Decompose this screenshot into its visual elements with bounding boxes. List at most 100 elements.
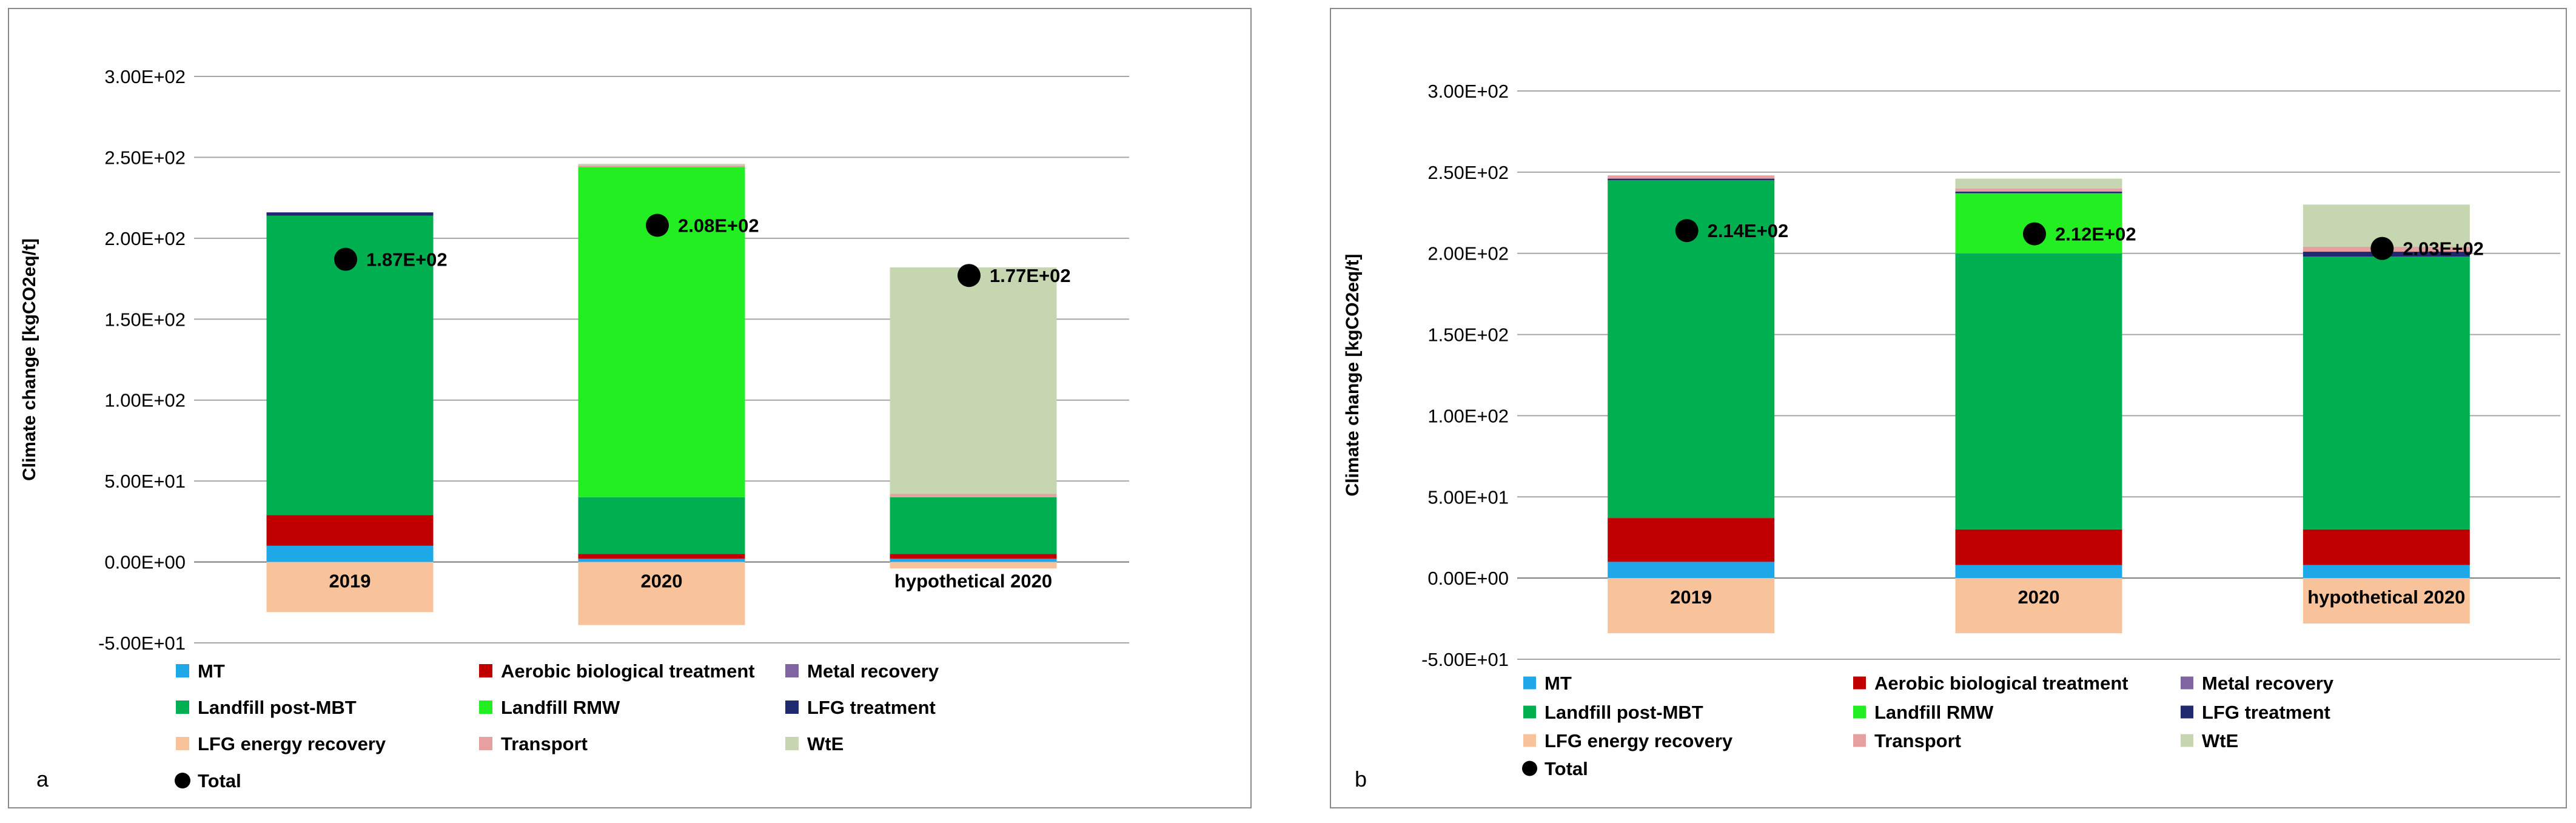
total-label: 2.03E+02 [2403, 238, 2484, 260]
bar-segment-lfg-energy-recovery [578, 562, 745, 625]
y-tick-label: 3.00E+02 [1427, 81, 1509, 102]
legend-swatch-landfill-post-mbt [176, 700, 189, 714]
y-tick-label: 1.00E+02 [104, 390, 186, 411]
legend-label: Landfill RMW [501, 697, 620, 718]
legend-swatch-landfill-post-mbt [1523, 705, 1536, 719]
y-tick-label: 2.00E+02 [1427, 243, 1509, 264]
legend-marker-total [1522, 761, 1537, 776]
total-marker [958, 264, 981, 287]
total-marker [2370, 237, 2394, 260]
legend-label: Aerobic biological treatment [1874, 673, 2128, 694]
bar-segment-mt [890, 559, 1057, 562]
legend-label: LFG treatment [2202, 702, 2330, 723]
legend-swatch-lfg-energy-recovery [176, 737, 189, 750]
bar-segment-wte [890, 267, 1057, 494]
legend-label: Total [198, 770, 241, 791]
y-tick-label: -5.00E+01 [98, 633, 186, 654]
bar-segment-lfg-treatment [1608, 178, 1775, 181]
legend-label: MT [198, 660, 225, 682]
bar-segment-lfg-energy-recovery [1955, 578, 2122, 634]
legend-label: LFG energy recovery [198, 733, 386, 754]
bar-segment-transport [1955, 188, 2122, 192]
bar-segment-landfill-post-mbt [890, 497, 1057, 554]
chart-panel-a: 3.00E+02 2.50E+02 2.00E+02 1.50E+02 1.00E+02… [8, 8, 1252, 808]
category-label: hypothetical 2020 [894, 571, 1052, 592]
bar-segment-aerobic-biological-treatment [1608, 518, 1775, 562]
legend-swatch-mt [176, 664, 189, 677]
legend-label: WtE [2202, 730, 2238, 751]
bar-segment-wte [578, 164, 745, 166]
y-tick-label: 3.00E+02 [104, 66, 186, 87]
bar-segment-aerobic-biological-treatment [266, 515, 434, 546]
category-label: 2020 [2018, 586, 2060, 608]
legend-swatch-landfill-rmw [1853, 705, 1866, 719]
bar-segment-lfg-energy-recovery [2303, 578, 2470, 624]
legend-swatch-metal-recovery [785, 664, 799, 677]
total-label: 2.12E+02 [2055, 224, 2136, 245]
bar-segment-landfill-post-mbt [2303, 257, 2470, 529]
y-tick-label: -5.00E+01 [1421, 649, 1509, 670]
panel-label: a [36, 767, 49, 791]
legend-label: Metal recovery [807, 660, 939, 682]
legend-label: Total [1545, 758, 1588, 779]
bar-segment-mt [266, 545, 434, 562]
bar-segment-mt [2303, 565, 2470, 579]
legend-label: Transport [1874, 730, 1961, 751]
bar-segment-mt [1608, 562, 1775, 579]
legend-label: MT [1545, 673, 1572, 694]
legend-swatch-wte [785, 737, 799, 750]
legend-swatch-mt [1523, 676, 1536, 690]
legend-label: WtE [807, 733, 844, 754]
legend-swatch-landfill-rmw [479, 700, 492, 714]
bar-segment-lfg-treatment [1955, 191, 2122, 193]
total-marker [334, 247, 357, 271]
bar-segment-landfill-post-mbt [1955, 253, 2122, 529]
y-tick-label: 2.50E+02 [1427, 162, 1509, 183]
bar-segment-aerobic-biological-treatment [2303, 529, 2470, 565]
legend-label: Transport [501, 733, 588, 754]
bar-segment-landfill-post-mbt [578, 497, 745, 554]
total-label: 2.14E+02 [1708, 220, 1789, 241]
legend-swatch-wte [2181, 734, 2193, 747]
total-marker [1675, 219, 1699, 243]
y-axis-title: Climate change [kgCO2eq/t] [1343, 254, 1363, 496]
bar-segment-wte [1955, 178, 2122, 189]
y-tick-label: 1.50E+02 [104, 309, 186, 330]
bar-segment-lfg-energy-recovery [1608, 578, 1775, 634]
legend-label: LFG energy recovery [1545, 730, 1733, 751]
legend-label: Landfill post-MBT [1545, 702, 1703, 723]
legend-swatch-aerobic-biological-treatment [479, 664, 492, 677]
y-tick-label: 5.00E+01 [1427, 486, 1509, 508]
category-label: 2020 [641, 571, 683, 592]
chart-panel-b: 3.00E+02 2.50E+02 2.00E+02 1.50E+02 1.00E+02… [1330, 8, 2567, 808]
total-marker [2023, 222, 2046, 246]
bar-segment-mt [1955, 565, 2122, 579]
legend-label: Landfill post-MBT [198, 697, 357, 718]
total-label: 2.08E+02 [678, 215, 759, 237]
legend-label: Metal recovery [2202, 673, 2334, 694]
bar-segment-aerobic-biological-treatment [890, 554, 1057, 559]
legend-swatch-aerobic-biological-treatment [1853, 676, 1866, 690]
total-marker [646, 213, 669, 237]
legend-swatch-transport [1853, 734, 1866, 747]
bar-segment-aerobic-biological-treatment [578, 554, 745, 559]
legend-marker-total [175, 773, 190, 788]
total-label: 1.87E+02 [366, 249, 448, 270]
legend-label: Aerobic biological treatment [501, 660, 755, 682]
category-label: 2019 [329, 571, 371, 592]
bar-segment-transport [890, 494, 1057, 497]
bar-segment-mt [578, 559, 745, 562]
y-tick-label: 1.50E+02 [1427, 324, 1509, 346]
legend-label: Landfill RMW [1874, 702, 1994, 723]
y-axis-title: Climate change [kgCO2eq/t] [19, 238, 39, 481]
category-label: hypothetical 2020 [2307, 586, 2465, 608]
panel-label: b [1355, 767, 1367, 791]
y-tick-label: 5.00E+01 [104, 471, 186, 492]
bar-segment-lfg-treatment [266, 212, 434, 216]
bar-segment-transport [578, 165, 745, 167]
bar-segment-lfg-energy-recovery [266, 562, 434, 613]
legend-swatch-lfg-treatment [2181, 705, 2193, 719]
legend-swatch-lfg-energy-recovery [1523, 734, 1536, 747]
legend-swatch-transport [479, 737, 492, 750]
